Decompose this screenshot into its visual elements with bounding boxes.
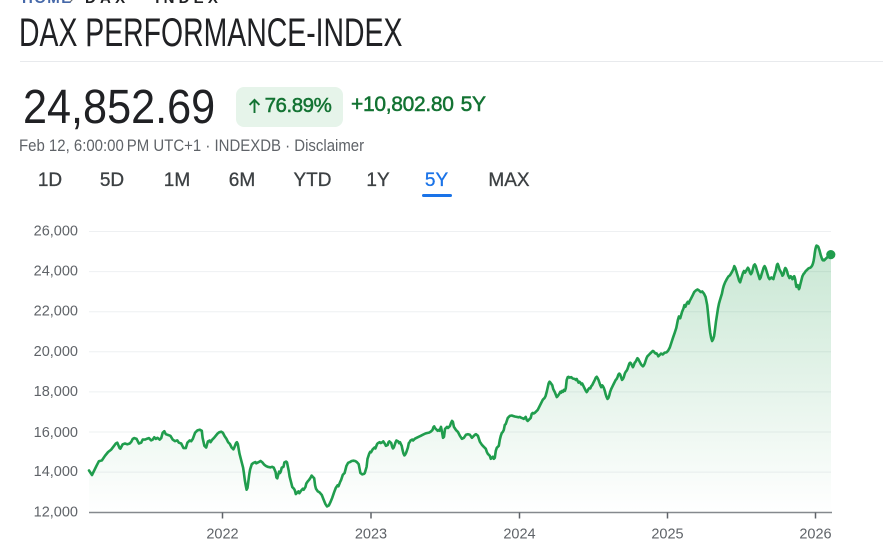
- svg-text:2025: 2025: [651, 527, 683, 543]
- svg-text:14,000: 14,000: [34, 464, 78, 480]
- svg-text:2022: 2022: [206, 527, 238, 543]
- svg-text:12,000: 12,000: [34, 504, 78, 520]
- svg-text:24,000: 24,000: [34, 264, 78, 280]
- svg-text:26,000: 26,000: [34, 224, 78, 240]
- svg-text:2024: 2024: [503, 527, 535, 543]
- svg-text:20,000: 20,000: [34, 344, 78, 360]
- svg-text:18,000: 18,000: [34, 384, 78, 400]
- svg-text:16,000: 16,000: [34, 425, 78, 441]
- svg-text:2023: 2023: [355, 527, 387, 543]
- svg-text:22,000: 22,000: [34, 304, 78, 320]
- svg-text:2026: 2026: [799, 527, 831, 543]
